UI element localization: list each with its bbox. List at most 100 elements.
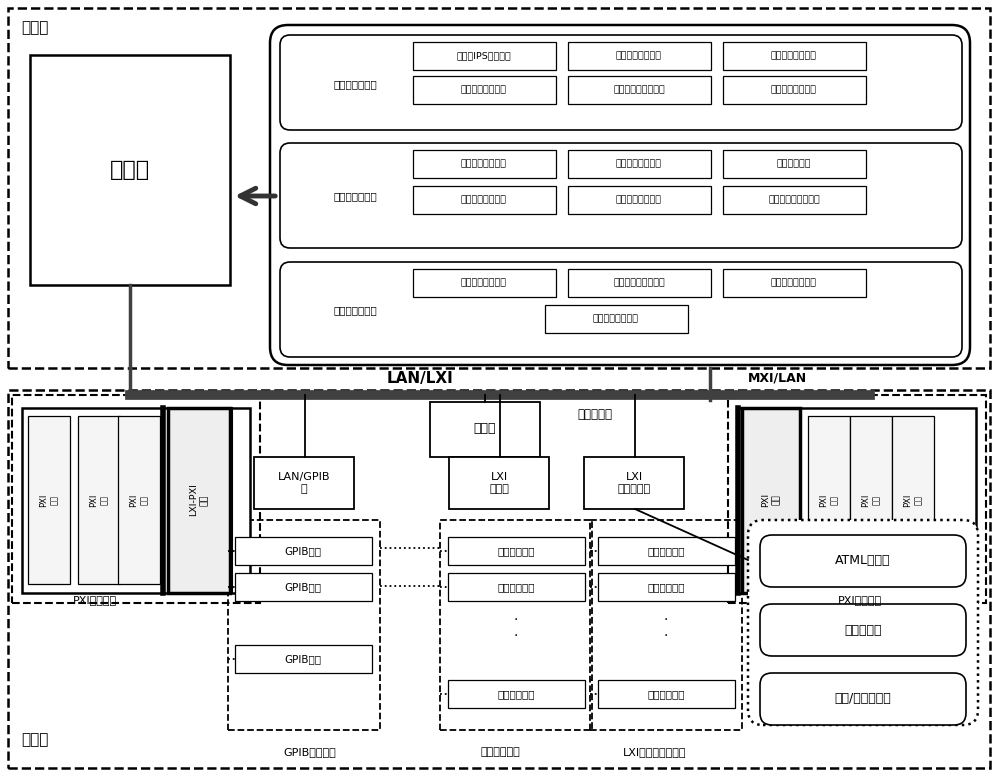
Text: 其它测试仪器: 其它测试仪器	[497, 546, 535, 556]
FancyBboxPatch shape	[568, 186, 711, 214]
Text: LXI
转换器: LXI 转换器	[489, 472, 509, 494]
Text: PXI测试设备: PXI测试设备	[838, 595, 882, 605]
FancyBboxPatch shape	[270, 25, 970, 365]
Text: LXI
多功能载板: LXI 多功能载板	[617, 472, 651, 494]
Text: PXI
模块: PXI 模块	[129, 493, 149, 507]
FancyBboxPatch shape	[545, 305, 688, 333]
Text: 其它测试设备: 其它测试设备	[480, 747, 520, 757]
Text: 测试资源描述层: 测试资源描述层	[333, 79, 377, 89]
FancyBboxPatch shape	[280, 262, 962, 357]
FancyBboxPatch shape	[448, 573, 585, 601]
FancyBboxPatch shape	[413, 42, 556, 70]
Text: 测试子任务下发模块: 测试子任务下发模块	[613, 278, 665, 287]
Text: 测试任务分解模块: 测试任务分解模块	[616, 196, 662, 204]
Text: 测试设备连通层: 测试设备连通层	[333, 305, 377, 315]
FancyBboxPatch shape	[760, 673, 966, 725]
Text: 测试描述生成模块: 测试描述生成模块	[771, 85, 817, 95]
FancyBboxPatch shape	[235, 573, 372, 601]
Text: PXI
模块: PXI 模块	[861, 493, 881, 507]
Text: 测试信号映射层: 测试信号映射层	[333, 191, 377, 201]
Text: 测试功能子板: 测试功能子板	[647, 546, 685, 556]
FancyBboxPatch shape	[448, 680, 585, 708]
Text: ·
·: · ·	[514, 613, 518, 643]
FancyBboxPatch shape	[598, 680, 735, 708]
FancyBboxPatch shape	[28, 416, 70, 584]
Text: ·
·: · ·	[664, 613, 668, 643]
FancyBboxPatch shape	[430, 402, 540, 457]
FancyBboxPatch shape	[598, 537, 735, 565]
Text: 适配器描述生成模块: 适配器描述生成模块	[613, 85, 665, 95]
Text: 设备/信号驱动层: 设备/信号驱动层	[835, 692, 891, 706]
FancyBboxPatch shape	[760, 535, 966, 587]
FancyBboxPatch shape	[254, 457, 354, 509]
FancyBboxPatch shape	[413, 150, 556, 178]
FancyBboxPatch shape	[30, 55, 230, 285]
FancyBboxPatch shape	[808, 416, 850, 584]
FancyBboxPatch shape	[850, 416, 892, 584]
Text: PXI
零槽: PXI 零槽	[761, 493, 781, 507]
Text: LAN/GPIB
桥: LAN/GPIB 桥	[278, 472, 330, 494]
FancyBboxPatch shape	[568, 42, 711, 70]
Text: GPIB测试设备: GPIB测试设备	[284, 747, 336, 757]
Text: GPIB仪器: GPIB仪器	[285, 546, 322, 556]
Text: LXI多功能测试设备: LXI多功能测试设备	[623, 747, 687, 757]
FancyBboxPatch shape	[413, 76, 556, 104]
Text: 测试描述生成模块: 测试描述生成模块	[461, 85, 507, 95]
FancyBboxPatch shape	[723, 269, 866, 297]
FancyBboxPatch shape	[78, 416, 120, 584]
Text: 信号映射模块: 信号映射模块	[777, 159, 811, 169]
Text: MXI/LAN: MXI/LAN	[748, 371, 807, 385]
Text: 其它测试仪器: 其它测试仪器	[497, 689, 535, 699]
Text: 路由器: 路由器	[474, 423, 496, 435]
FancyBboxPatch shape	[742, 408, 800, 593]
Text: PXI
模块: PXI 模块	[819, 493, 839, 507]
Text: 测试资源分析模块: 测试资源分析模块	[616, 159, 662, 169]
Text: PXI测试设备: PXI测试设备	[73, 595, 117, 605]
Text: LXI-PXI
零槽: LXI-PXI 零槽	[189, 483, 209, 517]
Text: 测试功能子板: 测试功能子板	[647, 582, 685, 592]
Text: PXI
模块: PXI 模块	[89, 493, 109, 507]
FancyBboxPatch shape	[584, 457, 684, 509]
Text: 其它测试仪器: 其它测试仪器	[497, 582, 535, 592]
Text: 图形化IPS开发模块: 图形化IPS开发模块	[457, 51, 511, 61]
FancyBboxPatch shape	[568, 150, 711, 178]
Text: PXI
模块: PXI 模块	[39, 493, 59, 507]
Text: 测试功能子板: 测试功能子板	[647, 689, 685, 699]
Text: 虚拟设备代理模块: 虚拟设备代理模块	[593, 315, 639, 323]
FancyBboxPatch shape	[413, 186, 556, 214]
FancyBboxPatch shape	[22, 408, 250, 593]
FancyBboxPatch shape	[738, 408, 976, 593]
Text: GPIB仪器: GPIB仪器	[285, 582, 322, 592]
FancyBboxPatch shape	[568, 76, 711, 104]
FancyBboxPatch shape	[748, 520, 978, 725]
FancyBboxPatch shape	[449, 457, 549, 509]
Text: 系统层: 系统层	[21, 20, 49, 36]
FancyBboxPatch shape	[598, 573, 735, 601]
FancyBboxPatch shape	[723, 186, 866, 214]
Text: 测试设备发现模块: 测试设备发现模块	[616, 51, 662, 61]
Text: LAN/LXI: LAN/LXI	[387, 371, 453, 385]
FancyBboxPatch shape	[168, 408, 230, 593]
Text: 测试流程管理模块: 测试流程管理模块	[461, 278, 507, 287]
FancyBboxPatch shape	[723, 42, 866, 70]
Text: GPIB仪器: GPIB仪器	[285, 654, 322, 664]
FancyBboxPatch shape	[568, 269, 711, 297]
Text: 网络连接层: 网络连接层	[578, 409, 612, 421]
Text: ATML解释层: ATML解释层	[835, 555, 891, 567]
FancyBboxPatch shape	[448, 537, 585, 565]
FancyBboxPatch shape	[723, 76, 866, 104]
FancyBboxPatch shape	[892, 416, 934, 584]
FancyBboxPatch shape	[760, 604, 966, 656]
Text: 测试结果侦听模块: 测试结果侦听模块	[771, 278, 817, 287]
FancyBboxPatch shape	[280, 35, 962, 130]
Text: 测试子任务生成模块: 测试子任务生成模块	[768, 196, 820, 204]
Text: PXI
模块: PXI 模块	[903, 493, 923, 507]
Text: 测试运行层: 测试运行层	[844, 623, 882, 636]
FancyBboxPatch shape	[723, 150, 866, 178]
Text: 计算机: 计算机	[110, 160, 150, 180]
Text: 触发资源分析模块: 触发资源分析模块	[461, 196, 507, 204]
FancyBboxPatch shape	[235, 537, 372, 565]
Text: 测试结果管理模块: 测试结果管理模块	[771, 51, 817, 61]
Text: 测试任务管理模块: 测试任务管理模块	[461, 159, 507, 169]
FancyBboxPatch shape	[280, 143, 962, 248]
